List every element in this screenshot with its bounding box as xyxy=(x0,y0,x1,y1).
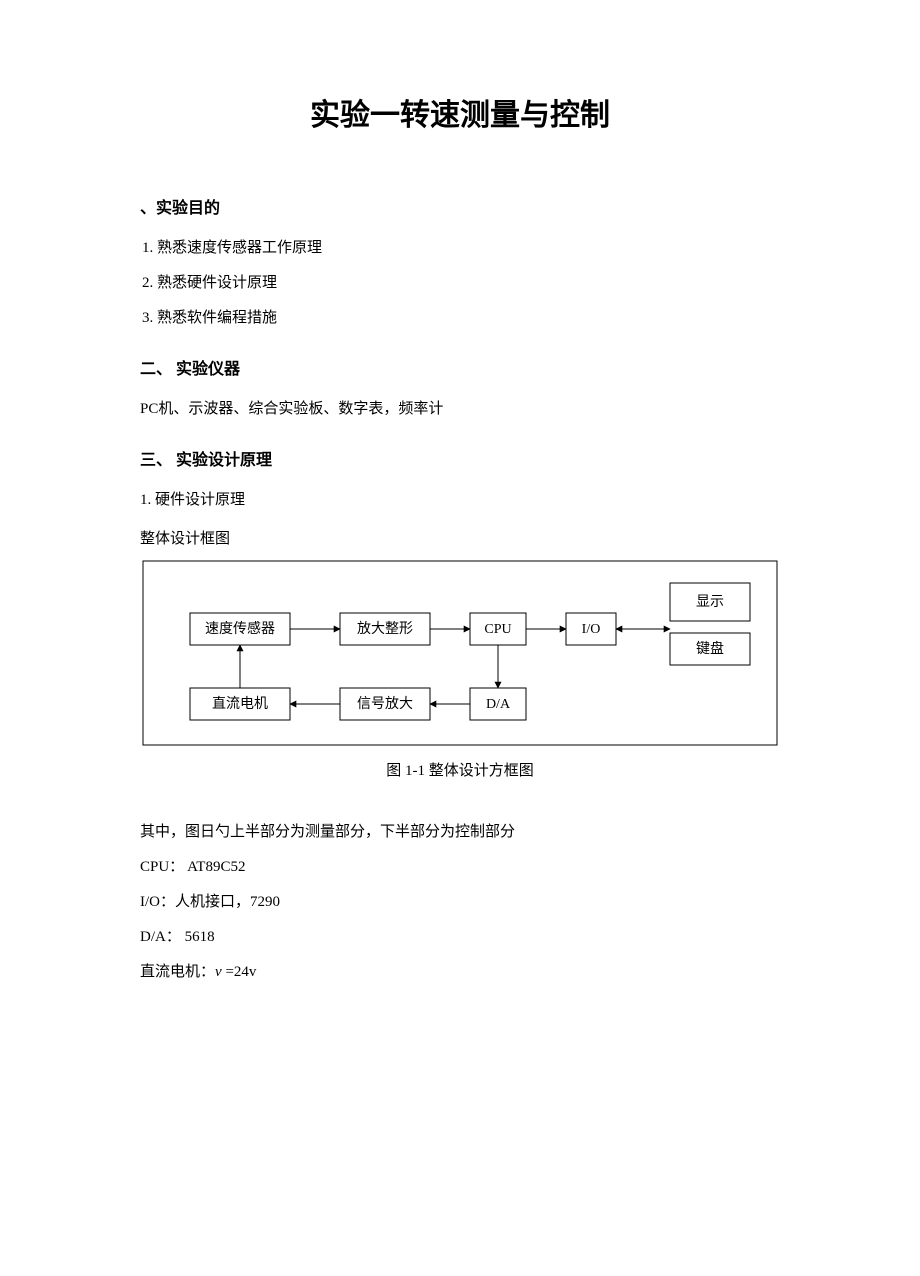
section1-item-2: 2. 熟悉硬件设计原理 xyxy=(140,271,780,292)
flowchart-svg: 速度传感器 放大整形 CPU I/O 显示键盘直流电机 信号放大 D/A xyxy=(140,558,780,748)
block-diagram: 速度传感器 放大整形 CPU I/O 显示键盘直流电机 信号放大 D/A xyxy=(140,558,780,753)
svg-text:直流电机: 直流电机 xyxy=(212,695,268,712)
aftertext-line5: 直流电机：v =24v xyxy=(140,960,780,981)
aftertext-line4: D/A： 5618 xyxy=(140,925,780,946)
diagram-caption: 图 1-1 整体设计方框图 xyxy=(140,759,780,780)
page-title: 实验一转速测量与控制 xyxy=(140,90,780,134)
section1-item-3: 3. 熟悉软件编程措施 xyxy=(140,306,780,327)
svg-text:D/A: D/A xyxy=(486,697,511,712)
motor-value: =24v xyxy=(225,964,256,980)
svg-text:显示: 显示 xyxy=(696,595,724,610)
motor-var: v xyxy=(215,964,225,980)
svg-text:信号放大: 信号放大 xyxy=(357,696,413,712)
svg-text:CPU: CPU xyxy=(484,622,511,637)
svg-text:键盘: 键盘 xyxy=(696,640,724,657)
cpu-label: CPU： xyxy=(140,859,187,875)
section3-heading: 三、 实验设计原理 xyxy=(140,446,780,470)
diagram-outer-frame xyxy=(143,561,777,745)
section2-body: PC机、示波器、综合实验板、数字表，频率计 xyxy=(140,397,780,418)
svg-text:速度传感器: 速度传感器 xyxy=(205,620,275,637)
section3-sub2: 整体设计框图 xyxy=(140,527,780,548)
svg-text:放大整形: 放大整形 xyxy=(357,621,413,637)
aftertext-line3: I/O：人机接口，7290 xyxy=(140,890,780,911)
svg-text:I/O: I/O xyxy=(582,622,601,637)
section2-heading: 二、 实验仪器 xyxy=(140,355,780,379)
document-page: 实验一转速测量与控制 、实验目的 1. 熟悉速度传感器工作原理 2. 熟悉硬件设… xyxy=(0,0,920,1276)
aftertext-line1: 其中，图日勺上半部分为测量部分，下半部分为控制部分 xyxy=(140,820,780,841)
cpu-value: AT89C52 xyxy=(187,859,245,875)
aftertext-line2: CPU： AT89C52 xyxy=(140,855,780,876)
section1-item-1: 1. 熟悉速度传感器工作原理 xyxy=(140,236,780,257)
section3-sub1: 1. 硬件设计原理 xyxy=(140,488,780,509)
motor-label: 直流电机： xyxy=(140,964,215,980)
section1-heading: 、实验目的 xyxy=(140,194,780,218)
